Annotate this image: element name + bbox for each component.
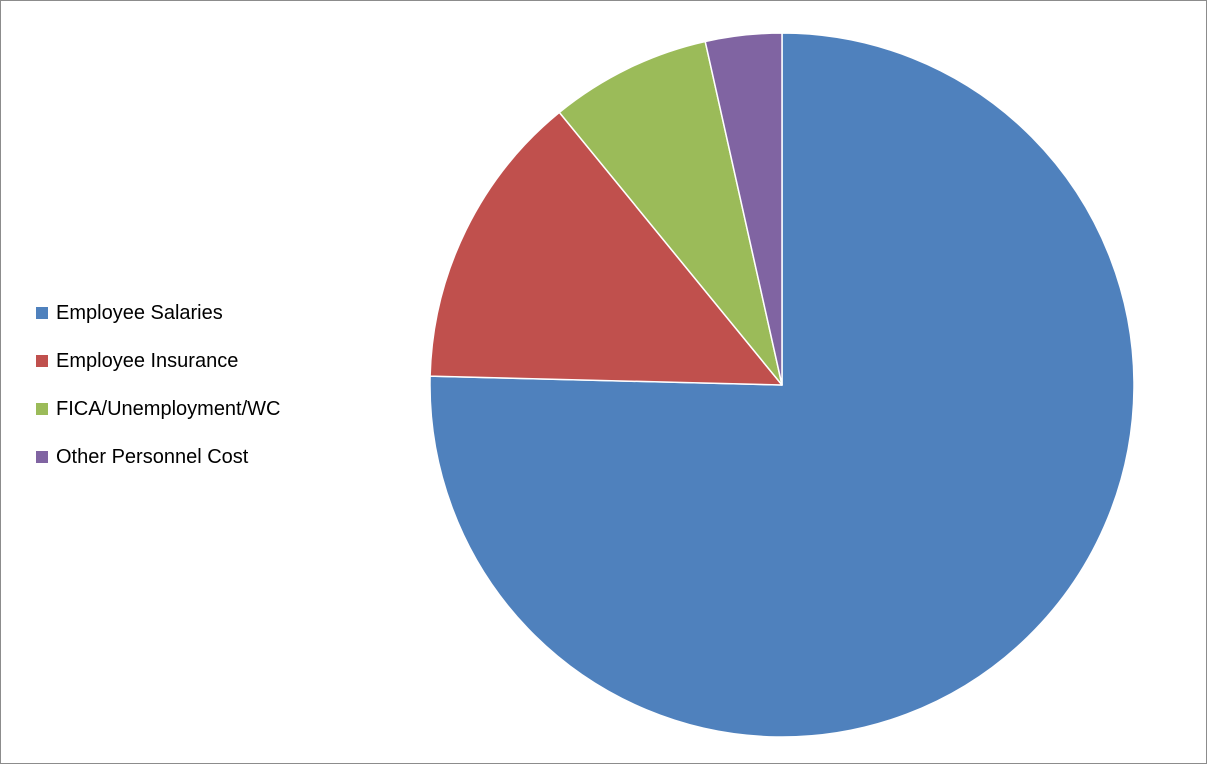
legend-swatch-fica-unemployment-wc	[36, 403, 48, 415]
legend-item-fica-unemployment-wc: FICA/Unemployment/WC	[36, 397, 281, 421]
legend-label-other-personnel-cost: Other Personnel Cost	[56, 445, 249, 468]
legend-label-employee-salaries: Employee Salaries	[56, 301, 223, 324]
legend-label-employee-insurance: Employee Insurance	[56, 349, 239, 372]
pie-slice-employee-salaries	[429, 32, 1135, 738]
pie-slice-employee-insurance	[429, 111, 783, 386]
legend-swatch-employee-salaries	[36, 307, 48, 319]
legend-swatch-other-personnel-cost	[36, 451, 48, 463]
legend-label-fica-unemployment-wc: FICA/Unemployment/WC	[56, 397, 281, 420]
legend: Employee Salaries Employee Insurance FIC…	[36, 301, 281, 493]
pie-slice-other-personnel-cost	[704, 32, 783, 386]
legend-item-other-personnel-cost: Other Personnel Cost	[36, 445, 281, 469]
legend-swatch-employee-insurance	[36, 355, 48, 367]
pie-slice-fica-unemployment-wc	[558, 40, 783, 386]
legend-item-employee-salaries: Employee Salaries	[36, 301, 281, 325]
legend-item-employee-insurance: Employee Insurance	[36, 349, 281, 373]
